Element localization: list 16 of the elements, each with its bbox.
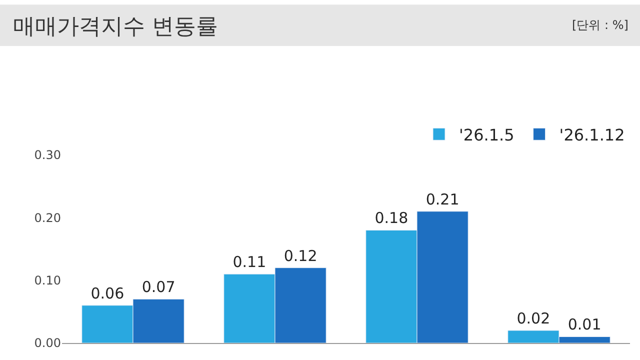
data-label: 0.21 <box>426 190 460 208</box>
data-label: 0.18 <box>374 209 408 228</box>
y-tick-label: 0.30 <box>34 148 61 162</box>
data-label: 0.01 <box>568 316 602 334</box>
data-label: 0.02 <box>516 309 550 328</box>
legend-label: '26.1.12 <box>559 125 625 144</box>
text: [단위 : %] <box>572 18 628 32</box>
data-label: 0.12 <box>284 246 318 265</box>
data-label: 0.11 <box>232 253 266 272</box>
data-label: 0.06 <box>90 284 124 302</box>
data-label: 0.07 <box>142 278 176 296</box>
y-tick-label: 0.20 <box>34 210 61 225</box>
y-tick-label: 0.10 <box>34 274 61 288</box>
legend-label: '26.1.5 <box>459 125 514 144</box>
chart-title: 매매가격지수 변동률 <box>12 14 218 40</box>
y-tick-label: 0.00 <box>34 336 61 350</box>
